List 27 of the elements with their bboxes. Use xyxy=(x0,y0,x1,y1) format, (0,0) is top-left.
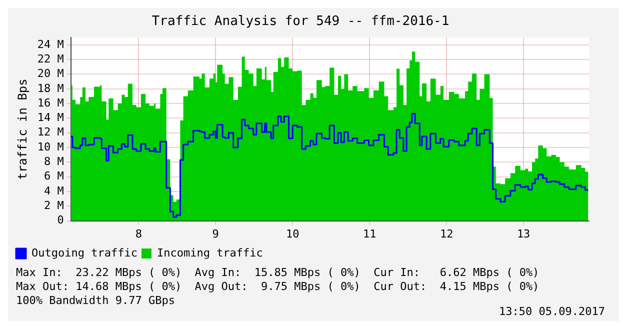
x-tick-label: 10 xyxy=(286,227,300,240)
y-tick-label: 6 M xyxy=(44,170,64,183)
y-axis-title: traffic in Bps xyxy=(15,78,30,180)
y-tick-label: 16 M xyxy=(37,96,64,110)
text: Max Out: 14.68 MBps ( 0%) Avg Out: 9.75 MBps ( 0%) Cur Out: 4.15 MBps ( 0%) xyxy=(16,280,540,293)
x-tick-label: 11 xyxy=(362,227,376,240)
legend-label: Incoming traffic xyxy=(156,246,263,260)
y-tick-label: 20 M xyxy=(37,67,64,80)
y-tick-label: 0 xyxy=(57,214,64,227)
chart-title: Traffic Analysis for 549 -- ffm-2016-1 xyxy=(152,14,450,30)
text: 13:50 05.09.2017 xyxy=(499,304,605,318)
x-tick-label: 12 xyxy=(440,227,454,240)
x-tick-label: 13 xyxy=(516,227,530,240)
x-tick-label: 9 xyxy=(212,227,219,240)
y-tick-label: 12 M xyxy=(37,126,64,139)
y-tick-label: 4 M xyxy=(44,184,64,198)
text: 100% Bandwidth 9.77 GBps xyxy=(16,294,175,307)
y-tick-label: 24 M xyxy=(37,38,64,51)
y-tick-label: 10 M xyxy=(37,140,64,154)
text: Max In: 23.22 MBps ( 0%) Avg In: 15.85 MBps ( 0%) Cur In: 6.62 MBps ( 0%) xyxy=(16,266,540,279)
y-tick-label: 8 M xyxy=(44,155,64,168)
y-tick-label: 2 M xyxy=(44,199,64,212)
y-tick-label: 14 M xyxy=(37,111,64,124)
x-tick-label: 8 xyxy=(135,227,142,240)
legend-label: Outgoing traffic xyxy=(32,246,138,260)
y-tick-label: 18 M xyxy=(37,82,64,95)
y-tick-label: 22 M xyxy=(37,52,64,66)
